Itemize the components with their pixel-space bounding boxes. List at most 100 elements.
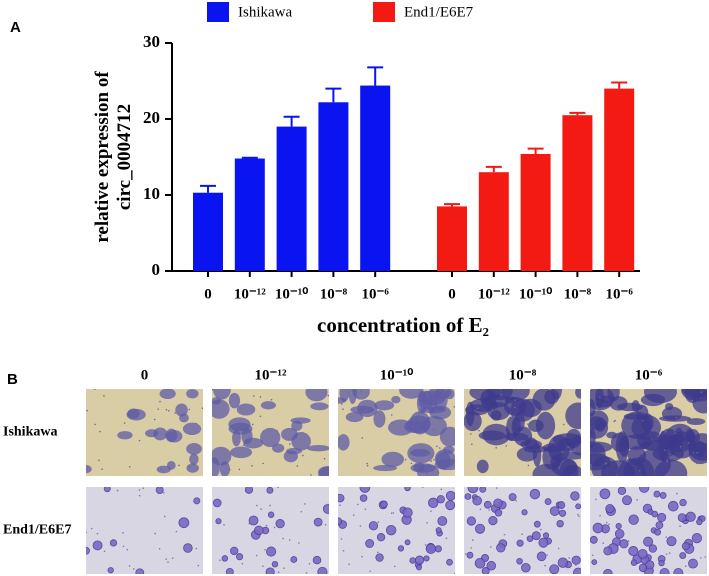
pore — [700, 391, 703, 394]
pore — [390, 414, 393, 416]
pore — [369, 570, 371, 572]
cell-cluster — [532, 442, 542, 467]
cell-cluster — [684, 389, 701, 403]
cell — [423, 555, 430, 562]
cell-cluster — [569, 435, 581, 456]
pore — [498, 513, 501, 516]
pore — [602, 431, 605, 434]
cell — [385, 524, 397, 536]
cell — [488, 516, 498, 526]
pore — [569, 450, 572, 453]
pore — [288, 437, 291, 440]
pore — [430, 510, 432, 512]
pore — [138, 489, 141, 491]
pore — [188, 465, 191, 468]
cell — [696, 518, 703, 526]
cell — [654, 528, 662, 536]
cell-cluster — [620, 434, 652, 450]
pore — [579, 435, 581, 437]
cell-cluster — [590, 441, 613, 453]
cell-cluster — [166, 430, 183, 443]
pore — [404, 520, 407, 522]
cell-cluster — [550, 455, 561, 469]
bar — [604, 88, 635, 271]
pore — [567, 446, 569, 449]
pore — [495, 446, 497, 449]
cell — [215, 518, 222, 525]
pore — [436, 445, 438, 448]
cell-cluster — [153, 427, 168, 441]
cell — [313, 517, 323, 527]
cell — [338, 493, 345, 503]
pore — [702, 519, 704, 522]
cell-cluster — [504, 432, 529, 442]
pore — [696, 451, 699, 454]
pore — [433, 458, 435, 461]
pore — [665, 553, 668, 555]
pore — [603, 549, 605, 552]
pore — [472, 539, 474, 541]
pore — [189, 549, 191, 552]
x-axis-label: concentration of E₂ — [317, 313, 489, 337]
cell — [474, 523, 486, 534]
cell-cluster — [434, 459, 455, 471]
pore — [488, 509, 491, 511]
pore — [377, 551, 379, 554]
pore — [223, 524, 225, 526]
cell — [521, 509, 528, 516]
pore — [483, 569, 486, 572]
x-tick-label: 10⁻¹⁰ — [519, 286, 552, 302]
cell-cluster — [352, 389, 370, 400]
cell — [688, 558, 698, 569]
cell-cluster — [607, 389, 620, 402]
cell-cluster — [659, 415, 691, 422]
x-tick-label: 10⁻⁶ — [605, 286, 633, 302]
cell — [290, 556, 298, 563]
cell — [481, 566, 490, 574]
pore — [521, 533, 523, 536]
pore — [356, 503, 359, 506]
pore — [650, 541, 653, 544]
cell-cluster — [482, 423, 511, 446]
pore — [188, 408, 191, 411]
pore — [643, 565, 645, 567]
cell — [212, 498, 222, 508]
cell-cluster — [469, 389, 501, 401]
cell — [446, 558, 453, 566]
cell — [493, 498, 503, 508]
cell — [86, 546, 90, 555]
cell — [658, 559, 665, 567]
pore — [390, 512, 393, 515]
cell — [445, 490, 455, 501]
pore — [262, 430, 265, 433]
cell — [622, 495, 632, 506]
legend-label: End1/E6E7 — [404, 4, 474, 20]
pore — [153, 418, 156, 421]
cell — [312, 555, 322, 565]
pore — [262, 565, 264, 567]
cell — [474, 557, 486, 569]
pore — [235, 440, 238, 443]
pore — [259, 396, 262, 398]
pore — [265, 524, 268, 527]
pore — [159, 468, 162, 471]
cell — [526, 535, 534, 543]
cell-cluster — [186, 463, 199, 473]
cell — [375, 553, 384, 562]
pore — [438, 458, 441, 461]
x-tick-label: 10⁻¹² — [234, 286, 266, 302]
cell-cluster — [399, 389, 424, 399]
cell — [536, 551, 547, 562]
pore — [94, 389, 96, 390]
cell — [437, 516, 448, 526]
cell-cluster — [665, 402, 674, 411]
cell — [244, 487, 254, 494]
cell — [666, 536, 677, 547]
pore — [282, 537, 284, 540]
cell-cluster — [490, 410, 502, 421]
cell — [254, 525, 264, 536]
pore — [532, 423, 535, 426]
pore — [327, 394, 329, 397]
pore — [302, 454, 304, 457]
pore — [364, 508, 367, 511]
